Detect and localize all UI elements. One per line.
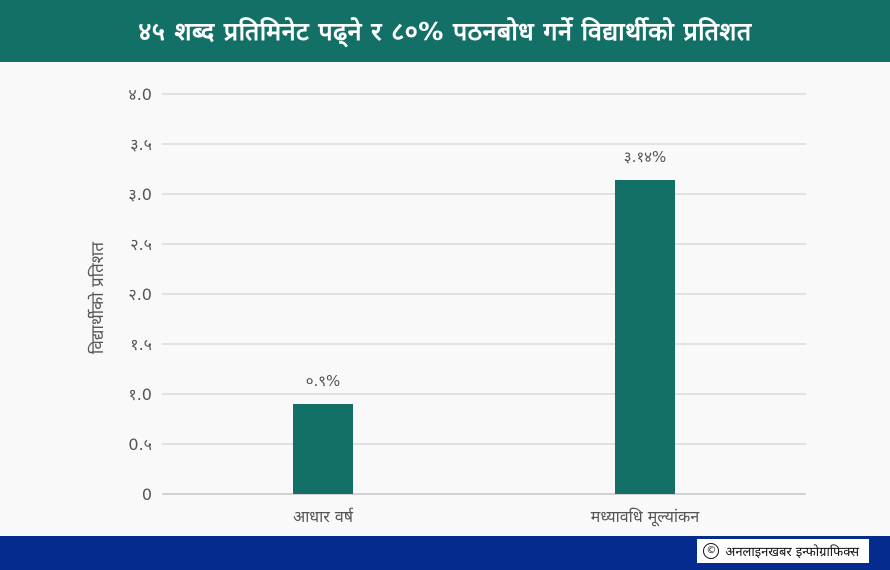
y-tick-label: १.0 [128, 385, 152, 404]
x-tick-label: मध्यावधि मूल्यांकन [591, 507, 701, 527]
x-tick-label: आधार वर्ष [293, 507, 354, 526]
data-label: ३.१४% [624, 148, 666, 166]
y-tick-label: 0 [142, 485, 152, 504]
bar [293, 404, 353, 494]
credit-text: अनलाइनखबर इन्फोग्राफिक्स [725, 545, 859, 560]
bar-chart: 0 0.५ १.0 १.५ २.0 २.५ ३.0 ३.५ ४.0 विद्यार्थीको प्… [87, 85, 806, 527]
credit-badge: © अनलाइनखबर इन्फोग्राफिक्स [696, 538, 870, 564]
y-tick-label: 0.५ [128, 435, 152, 454]
y-tick-label: ३.५ [130, 135, 152, 154]
data-label: ०.९% [306, 372, 341, 390]
chart-area: 0 0.५ १.0 १.५ २.0 २.५ ३.0 ३.५ ४.0 विद्यार्थीको प्… [0, 62, 890, 536]
y-tick-label: २.0 [128, 285, 152, 304]
y-tick-label: ३.0 [128, 185, 152, 204]
bar [615, 180, 675, 494]
y-tick-label: १.५ [130, 335, 152, 354]
y-axis-label: विद्यार्थीको प्रतिशत [87, 242, 108, 354]
copyright-icon: © [703, 543, 720, 559]
y-tick-label: ४.0 [128, 85, 152, 104]
chart-title: ४५ शब्द प्रतिमिनेट पढ्ने र ८०% पठनबोध गर… [0, 0, 890, 62]
y-tick-label: २.५ [130, 235, 152, 254]
